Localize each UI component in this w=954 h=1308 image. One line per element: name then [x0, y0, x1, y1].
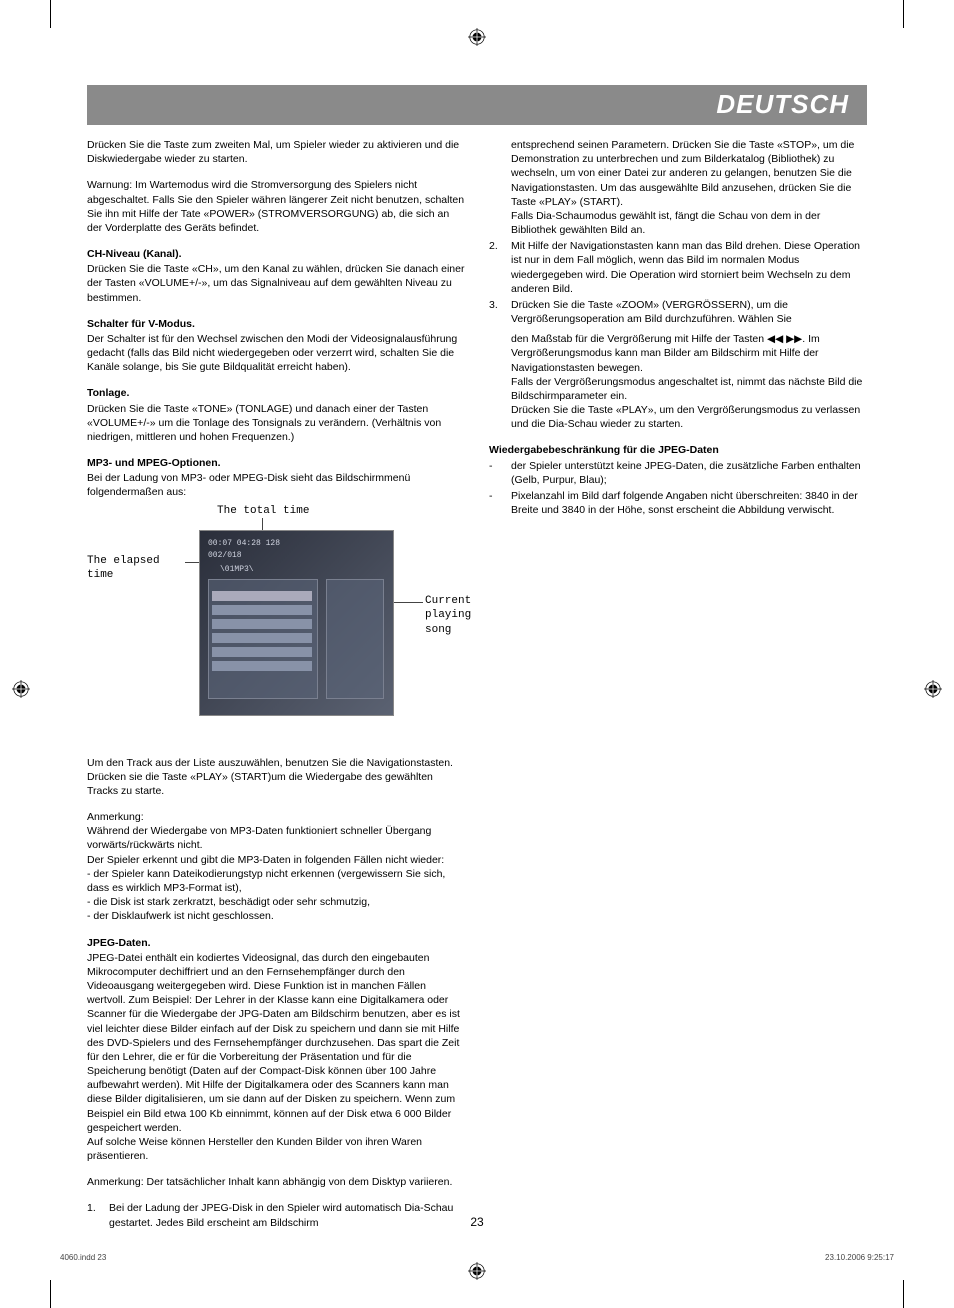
- body-text: Der Spieler erkennt und gibt die MP3-Dat…: [87, 853, 465, 867]
- body-text: Auf solche Weise können Hersteller den K…: [87, 1135, 465, 1163]
- body-text: Um den Track aus der Liste auszuwählen, …: [87, 756, 465, 799]
- footer-right: 23.10.2006 9:25:17: [825, 1253, 894, 1264]
- section-heading: MP3- und MPEG-Optionen.: [87, 456, 465, 470]
- body-text: entsprechend seinen Parametern. Drücken …: [511, 138, 867, 209]
- osd-folder: \01MP3\: [220, 565, 254, 576]
- language-header: DEUTSCH: [87, 85, 867, 125]
- dash-item: - der Spieler unterstützt keine JPEG-Dat…: [489, 459, 867, 487]
- section-heading: CH-Niveau (Kanal).: [87, 247, 465, 261]
- body-text: Anmerkung: Der tatsächlicher Inhalt kann…: [87, 1175, 465, 1189]
- body-text: - die Disk ist stark zerkratzt, beschädi…: [87, 895, 465, 909]
- registration-mark-top: [468, 28, 486, 46]
- mp3-screen-figure: The total time The elapsed time Current …: [87, 504, 465, 744]
- figure-label-elapsed: The elapsed time: [87, 554, 187, 584]
- body-text: Warnung: Im Wartemodus wird die Stromver…: [87, 178, 465, 235]
- right-column: entsprechend seinen Parametern. Drücken …: [489, 138, 867, 1232]
- osd-screenshot: 00:07 04:28 128 002/018 \01MP3\: [199, 530, 394, 716]
- list-marker: -: [489, 489, 511, 517]
- body-text: Drücken Sie die Taste zum zweiten Mal, u…: [87, 138, 465, 166]
- body-text: Drücken Sie die Taste «ZOOM» (VERGRÖSSER…: [511, 298, 867, 326]
- numbered-item: 3. Drücken Sie die Taste «ZOOM» (VERGRÖS…: [489, 298, 867, 432]
- section-heading: Wiedergabebeschränkung für die JPEG-Date…: [489, 443, 867, 457]
- figure-label-total-time: The total time: [217, 504, 309, 519]
- list-marker: 2.: [489, 239, 511, 296]
- page-number: 23: [0, 1214, 954, 1230]
- list-text: Mit Hilfe der Navigationstasten kann man…: [511, 239, 867, 296]
- body-text: - der Spieler kann Dateikodierungstyp ni…: [87, 867, 465, 895]
- body-text: Drücken Sie die Taste «CH», um den Kanal…: [87, 262, 465, 305]
- body-text: JPEG-Datei enthält ein kodiertes Videosi…: [87, 951, 465, 1135]
- list-text: der Spieler unterstützt keine JPEG-Daten…: [511, 459, 867, 487]
- body-text: Während der Wiedergabe von MP3-Daten fun…: [87, 824, 465, 852]
- body-text: den Maßstab für die Vergrößerung mit Hil…: [511, 332, 867, 375]
- page-content: Drücken Sie die Taste zum zweiten Mal, u…: [87, 138, 867, 1232]
- body-text: Falls der Vergrößerungsmodus angeschalte…: [511, 375, 867, 403]
- body-text: Der Schalter ist für den Wechsel zwische…: [87, 332, 465, 375]
- dash-item: - Pixelanzahl im Bild darf folgende Anga…: [489, 489, 867, 517]
- osd-line: 002/018: [208, 551, 242, 562]
- section-heading: Schalter für V-Modus.: [87, 317, 465, 331]
- list-text: Pixelanzahl im Bild darf folgende Angabe…: [511, 489, 867, 517]
- body-text: Drücken Sie die Taste «PLAY», um den Ver…: [511, 403, 867, 431]
- body-text: Bei der Ladung von MP3- oder MPEG-Disk s…: [87, 471, 465, 499]
- body-text: Drücken Sie die Taste «TONE» (TONLAGE) u…: [87, 402, 465, 445]
- list-text: Drücken Sie die Taste «ZOOM» (VERGRÖSSER…: [511, 298, 867, 432]
- osd-line: 00:07 04:28 128: [208, 539, 280, 550]
- footer-left: 4060.indd 23: [60, 1253, 106, 1264]
- section-heading: Tonlage.: [87, 386, 465, 400]
- body-text: Falls Dia-Schaumodus gewählt ist, fängt …: [511, 209, 867, 237]
- left-column: Drücken Sie die Taste zum zweiten Mal, u…: [87, 138, 465, 1232]
- registration-mark-right: [924, 680, 942, 698]
- body-text: - der Disklaufwerk ist nicht geschlossen…: [87, 909, 465, 923]
- figure-label-current: Current playing song: [425, 594, 495, 639]
- section-heading: JPEG-Daten.: [87, 936, 465, 950]
- numbered-item: 2. Mit Hilfe der Navigationstasten kann …: [489, 239, 867, 296]
- list-marker: -: [489, 459, 511, 487]
- registration-mark-left: [12, 680, 30, 698]
- registration-mark-bottom: [468, 1262, 486, 1280]
- list-marker: 3.: [489, 298, 511, 432]
- body-text: Anmerkung:: [87, 810, 465, 824]
- language-label: DEUTSCH: [716, 87, 849, 122]
